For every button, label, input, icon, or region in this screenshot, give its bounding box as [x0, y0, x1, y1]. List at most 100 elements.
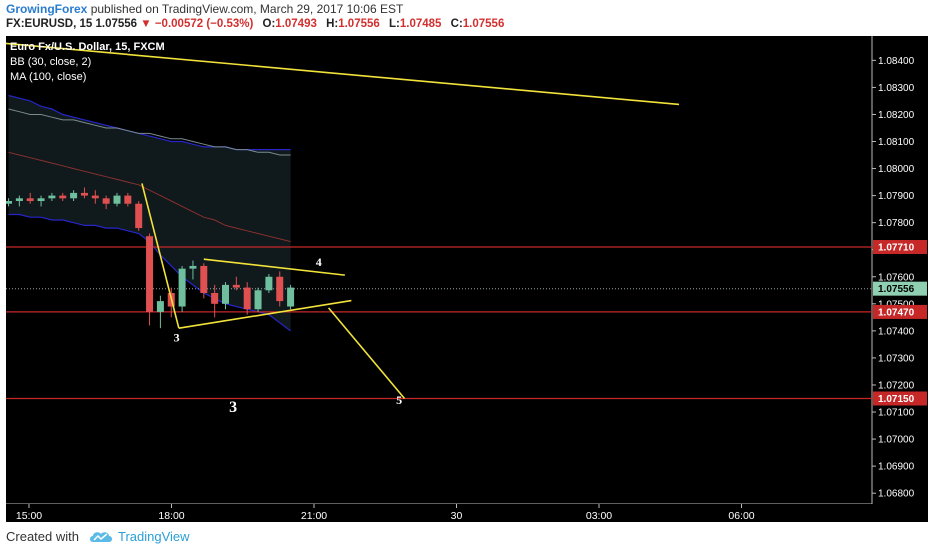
low-label: L:: [389, 18, 400, 30]
candle[interactable]: [200, 263, 208, 299]
price-axis[interactable]: [872, 36, 928, 504]
bb-basis-line: [8, 151, 291, 243]
candle[interactable]: [265, 274, 273, 293]
candle[interactable]: [135, 201, 143, 231]
candle[interactable]: [276, 271, 284, 307]
candle-body: [287, 287, 295, 307]
header-bar: GrowingForex published on TradingView.co…: [0, 0, 932, 36]
y-tick-label: 1.06900: [878, 462, 915, 473]
y-tick-label: 1.08000: [878, 164, 915, 175]
y-tick-label: 1.07400: [878, 326, 915, 337]
publish-info: published on TradingView.com, March 29, …: [90, 2, 404, 16]
candle-body: [254, 290, 262, 310]
candle[interactable]: [222, 282, 229, 310]
candle[interactable]: [287, 284, 295, 310]
trendline[interactable]: [203, 258, 345, 276]
candle-body: [59, 195, 67, 199]
last-price: 1.07556: [95, 18, 138, 30]
legend: Euro Fx/U.S. Dollar, 15, FXCM BB (30, cl…: [10, 41, 165, 83]
publish-line: GrowingForex published on TradingView.co…: [6, 2, 403, 16]
open-label: O:: [262, 18, 276, 30]
candle[interactable]: [146, 233, 154, 326]
open-value: 1.07493: [275, 18, 317, 30]
trendline[interactable]: [141, 183, 180, 329]
y-tick-label: 1.07800: [878, 218, 915, 229]
candle[interactable]: [124, 192, 132, 207]
wave-label[interactable]: 4: [316, 255, 322, 269]
candle[interactable]: [91, 190, 99, 204]
low-value: 1.07485: [399, 18, 442, 30]
candle-body: [15, 198, 23, 202]
trendline[interactable]: [178, 299, 352, 329]
candle[interactable]: [70, 190, 78, 202]
time-axis[interactable]: [6, 504, 928, 526]
candle-body: [189, 265, 197, 269]
candle[interactable]: [26, 192, 34, 204]
candle[interactable]: [156, 295, 164, 329]
price-label-text: 1.07470: [878, 307, 915, 318]
x-tick-label: 03:00: [586, 510, 612, 522]
trendline[interactable]: [0, 42, 680, 106]
x-tick-label: 06:00: [728, 510, 754, 522]
candle-body: [276, 276, 284, 302]
candle-body: [265, 276, 273, 291]
candle-body: [146, 236, 154, 312]
symbol-label: FX:EURUSD, 15: [6, 18, 93, 30]
close-value: 1.07556: [462, 18, 505, 30]
candle-body: [232, 284, 240, 288]
author-link[interactable]: GrowingForex: [6, 2, 88, 16]
high-label: H:: [326, 18, 339, 30]
candle-body: [48, 195, 56, 199]
y-tick-label: 1.08400: [878, 56, 915, 67]
candle[interactable]: [5, 198, 12, 207]
candle[interactable]: [232, 276, 240, 291]
candle-body: [156, 301, 164, 312]
close-label: C:: [450, 18, 463, 30]
candle[interactable]: [80, 187, 88, 199]
candle-body: [243, 287, 251, 310]
candle[interactable]: [48, 192, 56, 202]
candle-body: [91, 195, 99, 199]
wave-label[interactable]: 3: [174, 331, 180, 345]
candle[interactable]: [189, 260, 197, 280]
chart-area[interactable]: 3 4 3 5 1.06800 1.06900 1.07000 1.07100 1.07200…: [0, 36, 928, 526]
candle-body: [211, 292, 219, 304]
price-change: ▼ −0.00572 (−0.53%): [140, 18, 254, 30]
candle[interactable]: [59, 192, 67, 202]
tradingview-brand[interactable]: TradingView: [118, 529, 190, 544]
candle[interactable]: [37, 195, 45, 207]
y-tick-label: 1.07500: [878, 299, 915, 310]
price-chart[interactable]: 3 4 3 5 1.06800 1.06900 1.07000 1.07100 1.07200…: [0, 36, 928, 526]
candle[interactable]: [243, 282, 251, 315]
y-tick-label: 1.07000: [878, 435, 915, 446]
candle[interactable]: [254, 287, 262, 312]
wave-label[interactable]: 5: [396, 393, 402, 407]
candle[interactable]: [178, 265, 186, 312]
candle-body: [26, 198, 34, 202]
candle-body: [5, 201, 12, 204]
wave-label[interactable]: 3: [229, 399, 237, 416]
plot-area[interactable]: [6, 36, 872, 504]
candle-body: [37, 198, 45, 202]
y-tick-label: 1.08100: [878, 137, 915, 148]
candle[interactable]: [113, 192, 121, 207]
trendline[interactable]: [327, 307, 406, 400]
footer-bar: Created with TradingView: [0, 522, 932, 550]
legend-ma[interactable]: MA (100, close): [10, 71, 86, 83]
candle-body: [80, 192, 88, 196]
x-tick-label: 30: [451, 510, 463, 522]
price-label-bg: [873, 391, 927, 406]
candle[interactable]: [211, 284, 219, 318]
x-tick-label: 18:00: [158, 510, 184, 522]
price-label-bg: [873, 281, 927, 296]
candle[interactable]: [102, 195, 110, 210]
legend-title: Euro Fx/U.S. Dollar, 15, FXCM: [10, 41, 165, 53]
y-tick-label: 1.07300: [878, 353, 915, 364]
y-tick-label: 1.08300: [878, 83, 915, 94]
legend-bb[interactable]: BB (30, close, 2): [10, 56, 91, 68]
candle-body: [113, 195, 121, 204]
ma-line: [8, 108, 291, 156]
price-label-bg: [873, 304, 927, 319]
y-tick-label: 1.06800: [878, 489, 915, 500]
candle[interactable]: [15, 195, 23, 207]
